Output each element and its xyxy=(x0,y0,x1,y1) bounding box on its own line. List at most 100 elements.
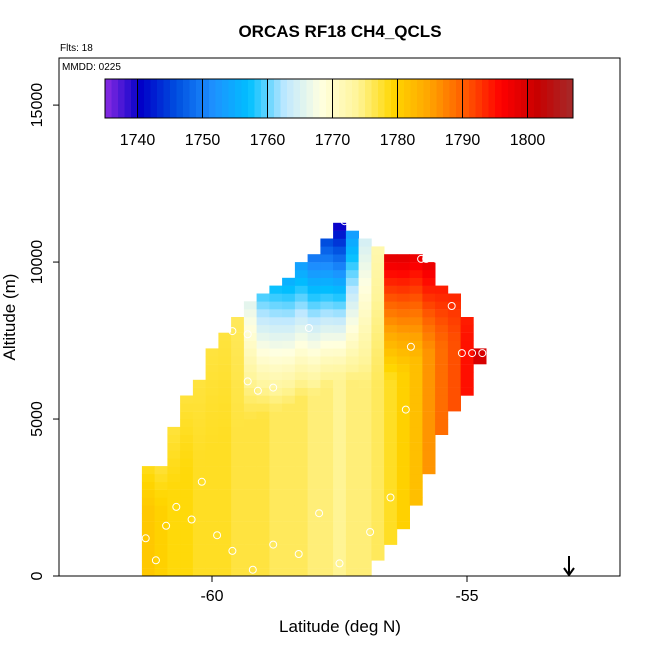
colorbar-segment xyxy=(547,79,554,118)
heatmap-cell xyxy=(307,285,321,294)
heatmap-cell xyxy=(269,513,283,522)
heatmap-cell xyxy=(358,238,372,247)
colorbar-tick-label: 1780 xyxy=(380,132,416,149)
heatmap-cell xyxy=(192,505,206,514)
heatmap-cell xyxy=(282,379,296,388)
heatmap-cell xyxy=(358,348,372,357)
heatmap-cell xyxy=(345,356,359,365)
heatmap-cell xyxy=(218,340,232,349)
heatmap-cell xyxy=(282,426,296,435)
heatmap-cell xyxy=(409,450,423,459)
sample-point xyxy=(340,217,349,226)
heatmap-cell xyxy=(396,442,410,451)
mmdd-label: MMDD: 0225 xyxy=(62,62,121,73)
heatmap-cell xyxy=(358,521,372,530)
heatmap-cell xyxy=(205,371,219,380)
heatmap-cell xyxy=(167,560,181,569)
heatmap-cell xyxy=(294,348,308,357)
heatmap-cell xyxy=(396,269,410,278)
heatmap-cell xyxy=(435,403,449,412)
heatmap-cell xyxy=(307,466,321,475)
heatmap-cell xyxy=(243,544,257,553)
sample-point xyxy=(366,528,375,536)
heatmap-cell xyxy=(205,505,219,514)
heatmap-cell xyxy=(154,481,168,490)
heatmap-cell xyxy=(384,269,398,278)
heatmap-cell xyxy=(396,364,410,373)
heatmap-cell xyxy=(307,379,321,388)
heatmap-cell xyxy=(409,269,423,278)
heatmap-cell xyxy=(409,262,423,271)
heatmap-cell xyxy=(422,387,436,396)
heatmap-cell xyxy=(333,309,347,318)
colorbar-segment xyxy=(534,79,541,118)
heatmap-cell xyxy=(447,403,461,412)
heatmap-cell xyxy=(422,411,436,420)
heatmap-cell xyxy=(333,395,347,404)
heatmap-cell xyxy=(231,497,245,506)
heatmap-cell xyxy=(294,309,308,318)
heatmap-cell xyxy=(396,434,410,443)
heatmap-cell xyxy=(358,262,372,271)
colorbar-segment xyxy=(423,79,431,118)
heatmap-cell xyxy=(282,442,296,451)
heatmap-cell xyxy=(231,505,245,514)
heatmap-cell xyxy=(333,434,347,443)
heatmap-cell xyxy=(231,544,245,553)
heatmap-cell xyxy=(307,371,321,380)
heatmap-cell xyxy=(167,568,181,577)
heatmap-cell xyxy=(358,301,372,310)
heatmap-cell xyxy=(307,387,321,396)
colorbar-segment xyxy=(261,79,268,118)
sample-point xyxy=(294,550,303,558)
heatmap-cell xyxy=(409,403,423,412)
heatmap-cell xyxy=(243,442,257,451)
heatmap-cell xyxy=(422,269,436,278)
heatmap-cell xyxy=(192,536,206,545)
heatmap-cell xyxy=(180,395,194,404)
heatmap-cell xyxy=(320,309,334,318)
heatmap-cell xyxy=(269,379,283,388)
heatmap-cell xyxy=(243,403,257,412)
heatmap-cell xyxy=(180,411,194,420)
heatmap-cell xyxy=(141,521,155,530)
heatmap-cell xyxy=(460,348,474,357)
heatmap-cell xyxy=(294,285,308,294)
heatmap-cell xyxy=(345,379,359,388)
heatmap-cell xyxy=(396,458,410,467)
heatmap-cell xyxy=(409,442,423,451)
heatmap-cell xyxy=(333,269,347,278)
colorbar-segment xyxy=(352,79,359,118)
heatmap-cell xyxy=(384,371,398,380)
colorbar-segment xyxy=(105,79,112,118)
heatmap-cell xyxy=(345,317,359,326)
heatmap-cell xyxy=(409,489,423,498)
heatmap-cell xyxy=(231,552,245,561)
heatmap-cell xyxy=(307,293,321,302)
heatmap-cell xyxy=(192,403,206,412)
heatmap-cell xyxy=(218,332,232,341)
heatmap-cell xyxy=(307,301,321,310)
heatmap-cell xyxy=(371,497,385,506)
heatmap-cell xyxy=(396,254,410,263)
heatmap-cell xyxy=(231,387,245,396)
heatmap-cell xyxy=(256,466,270,475)
heatmap-cell xyxy=(167,426,181,435)
sample-point xyxy=(172,502,181,511)
heatmap-cell xyxy=(396,309,410,318)
heatmap-cell xyxy=(231,528,245,537)
heatmap-cell xyxy=(218,356,232,365)
heatmap-cell xyxy=(269,489,283,498)
heatmap-cell xyxy=(345,489,359,498)
heatmap-cell xyxy=(333,379,347,388)
heatmap-cell xyxy=(333,230,347,239)
heatmap-cell xyxy=(269,481,283,490)
heatmap-cell xyxy=(282,552,296,561)
heatmap-cell xyxy=(243,528,257,537)
heatmap-cell xyxy=(358,254,372,263)
heatmap-cell xyxy=(205,568,219,577)
heatmap-cell xyxy=(358,364,372,373)
heatmap-cell xyxy=(320,340,334,349)
heatmap-cell xyxy=(320,505,334,514)
heatmap-cell xyxy=(435,371,449,380)
